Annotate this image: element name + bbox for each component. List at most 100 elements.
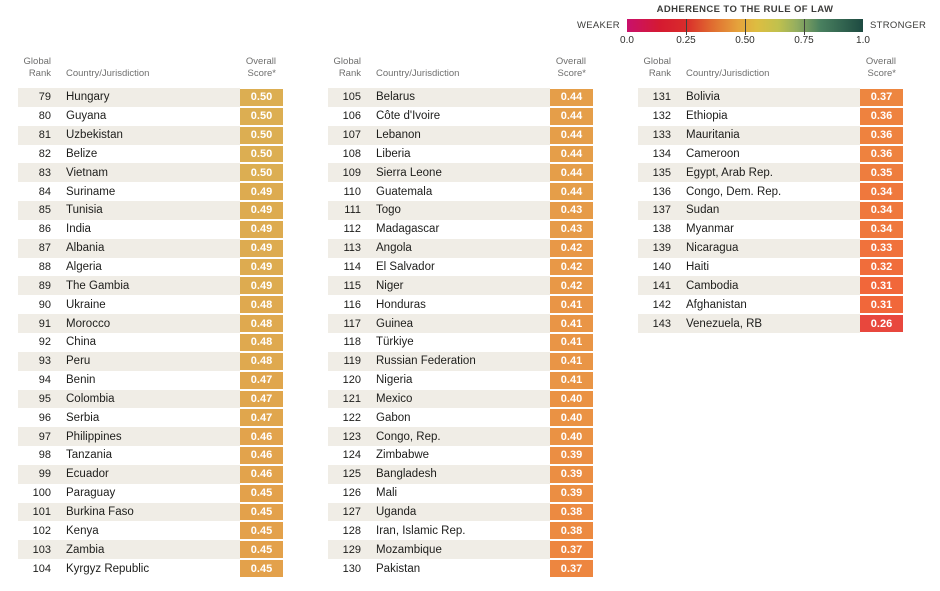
- global-rank-value: 79: [38, 91, 51, 104]
- country-name: Egypt, Arab Rep.: [686, 166, 773, 179]
- row-rank-country: 126 Mali: [328, 484, 550, 503]
- overall-score-badge: 0.49: [240, 258, 283, 276]
- country-name: Guyana: [66, 110, 107, 123]
- country-name: China: [66, 336, 97, 349]
- overall-score-badge: 0.40: [550, 390, 593, 408]
- overall-score-badge: 0.42: [550, 258, 593, 276]
- overall-score-badge: 0.48: [240, 315, 283, 332]
- global-rank-value: 142: [652, 298, 671, 311]
- row-rank-country: 131 Bolivia: [638, 88, 860, 107]
- country-name: Kenya: [66, 524, 99, 537]
- table-row: 122 Gabon 0.40: [328, 408, 593, 427]
- overall-score-badge: 0.34: [860, 183, 903, 201]
- overall-score-badge: 0.46: [240, 447, 283, 464]
- country-name: Tunisia: [66, 204, 103, 217]
- table-row: 111 Togo 0.43: [328, 201, 593, 220]
- country-name: Honduras: [376, 298, 426, 311]
- header-country-jurisdiction: Country/Jurisdiction: [686, 67, 770, 79]
- header-overall-score: Overall Score*: [245, 56, 276, 79]
- country-name: Cameroon: [686, 147, 740, 160]
- country-name: Uganda: [376, 505, 417, 518]
- table-row: 106 Côte d'Ivoire 0.44: [328, 107, 593, 126]
- overall-score-badge: 0.49: [240, 220, 283, 238]
- row-rank-country: 114 El Salvador: [328, 258, 550, 277]
- table-row: 133 Mauritania 0.36: [638, 125, 903, 145]
- header-global-rank: Global Rank: [643, 56, 671, 79]
- row-rank-country: 82 Belize: [18, 145, 240, 164]
- country-name: Guatemala: [376, 185, 433, 198]
- row-rank-country: 129 Mozambique: [328, 540, 550, 560]
- overall-score-badge: 0.46: [240, 428, 283, 446]
- table-row: 101 Burkina Faso 0.45: [18, 502, 283, 522]
- country-name: Madagascar: [376, 223, 440, 236]
- country-name: Zimbabwe: [376, 449, 430, 462]
- table-rows-group-2: 105 Belarus 0.44 106 Côte d'Ivoire 0.44 107 Leb…: [328, 88, 593, 578]
- country-name: Congo, Dem. Rep.: [686, 185, 782, 198]
- global-rank-value: 139: [652, 242, 671, 255]
- row-rank-country: 85 Tunisia: [18, 201, 240, 220]
- overall-score-badge: 0.34: [860, 202, 903, 219]
- overall-score-badge: 0.43: [550, 202, 593, 219]
- table-header: Global Rank Country/Jurisdiction Overall…: [638, 55, 903, 79]
- table-row: 86 India 0.49: [18, 220, 283, 239]
- overall-score-badge: 0.39: [550, 484, 593, 502]
- row-rank-country: 141 Cambodia: [638, 276, 860, 296]
- country-name: Haiti: [686, 261, 710, 274]
- country-name: The Gambia: [66, 279, 130, 292]
- table-column-1: Global Rank Country/Jurisdiction Overall…: [18, 55, 283, 578]
- global-rank-value: 111: [344, 204, 361, 217]
- overall-score-badge: 0.50: [240, 89, 283, 106]
- overall-score-badge: 0.37: [550, 560, 593, 577]
- table-row: 94 Benin 0.47: [18, 371, 283, 390]
- table-row: 102 Kenya 0.45: [18, 521, 283, 540]
- overall-score-badge: 0.36: [860, 126, 903, 144]
- country-name: Myanmar: [686, 223, 734, 236]
- legend-stronger-label: STRONGER: [869, 20, 927, 31]
- country-name: Bolivia: [686, 91, 720, 104]
- table-row: 84 Suriname 0.49: [18, 182, 283, 201]
- global-rank-value: 98: [38, 449, 51, 462]
- overall-score-badge: 0.50: [240, 145, 283, 163]
- country-name: Bangladesh: [376, 468, 437, 481]
- table-rows-group-3: 131 Bolivia 0.37 132 Ethiopia 0.36 133 Mauritan…: [638, 88, 903, 333]
- table-row: 80 Guyana 0.50: [18, 107, 283, 126]
- global-rank-value: 86: [38, 223, 51, 236]
- overall-score-badge: 0.44: [550, 126, 593, 144]
- table-row: 91 Morocco 0.48: [18, 314, 283, 333]
- table-row: 85 Tunisia 0.49: [18, 201, 283, 220]
- legend-tick-mark: [803, 19, 805, 35]
- country-name: Angola: [376, 242, 412, 255]
- legend-title: ADHERENCE TO THE RULE OF LAW: [656, 4, 834, 15]
- row-rank-country: 79 Hungary: [18, 88, 240, 107]
- table-row: 95 Colombia 0.47: [18, 389, 283, 409]
- global-rank-value: 118: [343, 336, 361, 349]
- global-rank-value: 127: [342, 505, 361, 518]
- row-rank-country: 121 Mexico: [328, 389, 550, 409]
- overall-score-badge: 0.48: [240, 296, 283, 314]
- country-name: Togo: [376, 204, 401, 217]
- country-name: Venezuela, RB: [686, 317, 763, 330]
- global-rank-value: 102: [32, 524, 51, 537]
- country-name: Côte d'Ivoire: [376, 110, 441, 123]
- global-rank-value: 134: [652, 147, 671, 160]
- global-rank-value: 113: [343, 242, 361, 255]
- overall-score-badge: 0.39: [550, 447, 593, 464]
- table-row: 90 Ukraine 0.48: [18, 295, 283, 314]
- global-rank-value: 119: [343, 355, 361, 368]
- table-row: 125 Bangladesh 0.39: [328, 464, 593, 484]
- country-name: Gabon: [376, 411, 411, 424]
- global-rank-value: 140: [652, 261, 671, 274]
- rankings-table: Global Rank Country/Jurisdiction Overall…: [18, 55, 903, 578]
- global-rank-value: 130: [342, 562, 361, 575]
- global-rank-value: 109: [342, 166, 361, 179]
- global-rank-value: 108: [342, 147, 361, 160]
- global-rank-value: 136: [652, 185, 671, 198]
- overall-score-badge: 0.41: [550, 352, 593, 370]
- country-name: El Salvador: [376, 261, 435, 274]
- table-row: 89 The Gambia 0.49: [18, 276, 283, 296]
- overall-score-badge: 0.50: [240, 164, 283, 182]
- table-row: 81 Uzbekistan 0.50: [18, 125, 283, 145]
- table-header: Global Rank Country/Jurisdiction Overall…: [328, 55, 593, 79]
- country-name: Algeria: [66, 261, 102, 274]
- table-row: 123 Congo, Rep. 0.40: [328, 427, 593, 447]
